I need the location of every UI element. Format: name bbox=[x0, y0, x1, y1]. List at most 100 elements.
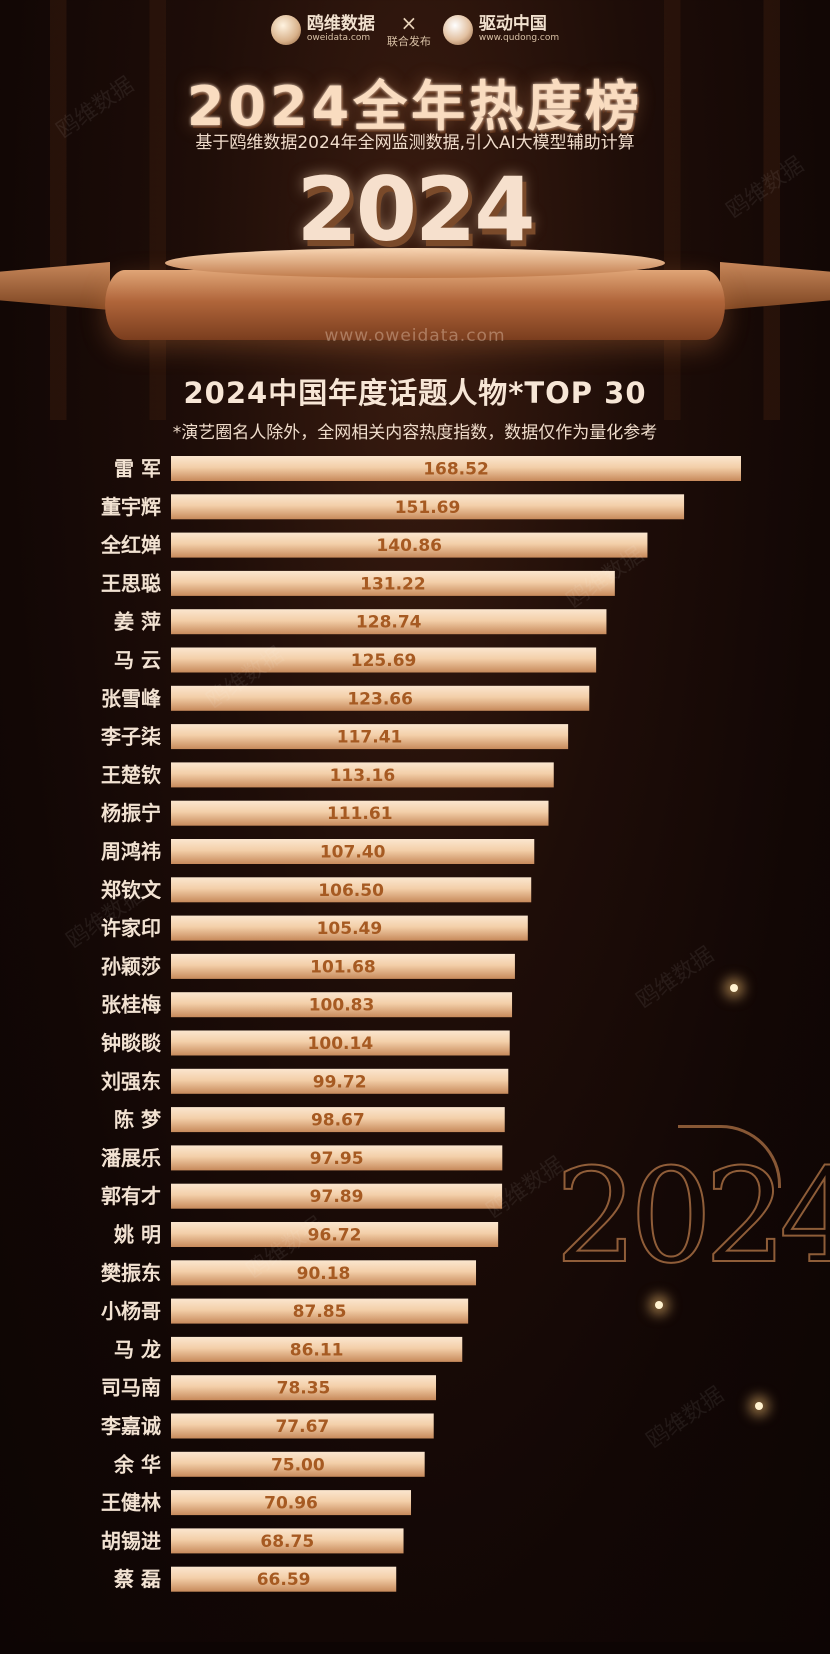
oweidata-logo-icon bbox=[270, 15, 301, 45]
value-label: 107.40 bbox=[320, 843, 386, 863]
bar bbox=[171, 1068, 509, 1094]
page-subtitle: 基于鸥维数据2024年全网监测数据,引入AI大模型辅助计算 bbox=[195, 133, 635, 153]
value-label: 70.96 bbox=[264, 1494, 318, 1514]
value-label: 125.69 bbox=[351, 651, 417, 671]
value-label: 87.85 bbox=[293, 1302, 347, 1322]
category-label: 姜 萍 bbox=[114, 610, 161, 634]
bar bbox=[171, 1490, 412, 1516]
oweidata-logo-name: 鸥维数据 bbox=[306, 14, 375, 35]
bar bbox=[171, 1298, 469, 1324]
bar bbox=[171, 992, 513, 1018]
value-label: 123.66 bbox=[347, 689, 413, 709]
category-label: 雷 军 bbox=[114, 457, 161, 481]
bar bbox=[171, 800, 549, 826]
category-label: 王健林 bbox=[101, 1491, 161, 1515]
category-label: 李嘉诚 bbox=[100, 1414, 161, 1438]
category-label: 马 龙 bbox=[114, 1337, 161, 1361]
value-label: 113.16 bbox=[330, 766, 396, 786]
bar bbox=[171, 1413, 434, 1439]
category-label: 董宇辉 bbox=[101, 495, 161, 519]
podium-top bbox=[165, 248, 665, 278]
value-label: 66.59 bbox=[257, 1570, 311, 1590]
qudong-logo-url: www.qudong.com bbox=[478, 33, 560, 44]
value-label: 106.50 bbox=[318, 881, 384, 901]
bar bbox=[171, 1566, 397, 1592]
qudong-logo-name: 驱动中国 bbox=[478, 14, 547, 35]
category-label: 全红婵 bbox=[100, 533, 161, 557]
value-label: 78.35 bbox=[277, 1379, 331, 1399]
category-label: 潘展乐 bbox=[101, 1146, 161, 1170]
bar bbox=[171, 456, 741, 481]
bar bbox=[171, 1528, 404, 1554]
value-label: 99.72 bbox=[313, 1072, 367, 1092]
value-label: 168.52 bbox=[423, 460, 489, 480]
category-label: 胡锡进 bbox=[101, 1529, 161, 1553]
category-label: 姚 明 bbox=[113, 1223, 161, 1247]
bars-group: 雷 军 168.52 董宇辉 151.69 全红婵 140.86 王思聪 131.22 姜 萍 1… bbox=[100, 456, 741, 1592]
category-label: 郭有才 bbox=[101, 1184, 161, 1208]
decorative-year: 2024 bbox=[554, 1139, 830, 1293]
joint-release-label: 联合发布 bbox=[386, 35, 431, 48]
bar bbox=[171, 724, 569, 750]
bar bbox=[171, 1030, 510, 1056]
category-label: 杨振宁 bbox=[101, 801, 161, 825]
value-label: 151.69 bbox=[395, 498, 461, 518]
bar bbox=[171, 915, 528, 941]
category-label: 樊振东 bbox=[101, 1261, 161, 1285]
background-rays bbox=[0, 0, 830, 420]
category-label: 司马南 bbox=[101, 1376, 161, 1400]
ranking-bar-chart: 雷 军 168.52 董宇辉 151.69 全红婵 140.86 王思聪 131.22 姜 萍 1… bbox=[100, 456, 741, 1592]
value-label: 68.75 bbox=[260, 1532, 314, 1552]
category-label: 小杨哥 bbox=[101, 1299, 161, 1323]
bar bbox=[171, 877, 532, 903]
category-label: 刘强东 bbox=[101, 1069, 161, 1093]
bar bbox=[171, 609, 607, 635]
value-label: 97.95 bbox=[310, 1149, 364, 1169]
bar bbox=[171, 953, 515, 979]
category-label: 马 云 bbox=[114, 648, 161, 672]
category-label: 许家印 bbox=[101, 916, 161, 940]
value-label: 105.49 bbox=[317, 919, 383, 939]
bar bbox=[171, 1336, 463, 1362]
value-label: 96.72 bbox=[308, 1226, 362, 1246]
category-label: 王思聪 bbox=[101, 571, 161, 595]
category-label: 余 华 bbox=[113, 1452, 161, 1476]
value-label: 101.68 bbox=[310, 957, 376, 977]
qudong-logo-icon bbox=[442, 15, 473, 45]
value-label: 140.86 bbox=[376, 536, 442, 556]
value-label: 100.83 bbox=[309, 996, 375, 1016]
website-watermark: www.oweidata.com bbox=[324, 326, 506, 346]
bar bbox=[171, 647, 597, 673]
sparkle-icon bbox=[730, 984, 738, 992]
category-label: 周鸿祎 bbox=[101, 840, 161, 864]
value-label: 77.67 bbox=[275, 1417, 329, 1437]
value-label: 100.14 bbox=[308, 1034, 374, 1054]
bar bbox=[171, 1451, 425, 1477]
bar bbox=[171, 1107, 505, 1133]
bar bbox=[171, 1260, 477, 1286]
bar bbox=[171, 1375, 437, 1401]
bar bbox=[171, 1145, 503, 1171]
category-label: 蔡 磊 bbox=[113, 1567, 161, 1591]
value-label: 111.61 bbox=[327, 804, 393, 824]
collab-cross: × bbox=[400, 11, 418, 35]
bar bbox=[171, 839, 535, 864]
category-label: 张桂梅 bbox=[101, 993, 161, 1017]
value-label: 90.18 bbox=[297, 1264, 351, 1284]
bar bbox=[171, 494, 685, 520]
category-label: 张雪峰 bbox=[101, 686, 161, 710]
podium-year: 2024 bbox=[296, 158, 536, 261]
bar bbox=[171, 1183, 503, 1209]
chart-note: *演艺圈名人除外，全网相关内容热度指数，数据仅作为量化参考 bbox=[172, 423, 658, 443]
bar bbox=[171, 762, 554, 788]
category-label: 王楚钦 bbox=[101, 763, 161, 787]
chart-title: 2024中国年度话题人物*TOP 30 bbox=[183, 376, 647, 410]
sparkle-icon bbox=[755, 1402, 763, 1410]
sparkle-icon bbox=[655, 1301, 663, 1309]
footer-strip bbox=[0, 1642, 830, 1654]
category-label: 陈 梦 bbox=[114, 1108, 162, 1132]
oweidata-logo-url: oweidata.com bbox=[306, 33, 371, 44]
value-label: 97.89 bbox=[310, 1187, 364, 1207]
qudong-logo: 驱动中国 www.qudong.com bbox=[442, 14, 560, 45]
value-label: 86.11 bbox=[290, 1340, 344, 1360]
